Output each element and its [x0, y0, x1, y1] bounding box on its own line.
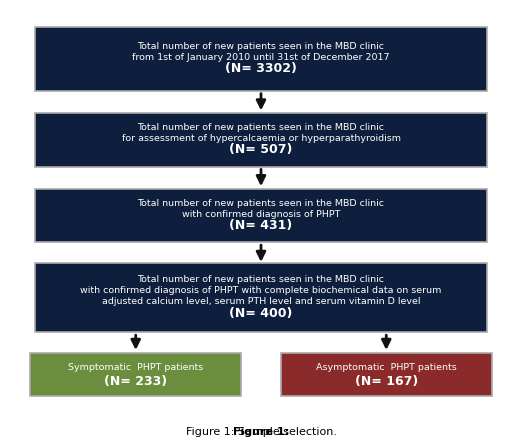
Text: (N= 400): (N= 400) — [229, 307, 293, 320]
FancyBboxPatch shape — [35, 189, 487, 242]
Text: with confirmed diagnosis of PHPT with complete biochemical data on serum: with confirmed diagnosis of PHPT with co… — [80, 287, 442, 295]
Text: Asymptomatic  PHPT patients: Asymptomatic PHPT patients — [316, 363, 457, 372]
FancyBboxPatch shape — [35, 113, 487, 166]
Text: (N= 431): (N= 431) — [229, 219, 293, 232]
FancyBboxPatch shape — [30, 353, 241, 396]
FancyBboxPatch shape — [35, 27, 487, 91]
Text: Total number of new patients seen in the MBD clinic: Total number of new patients seen in the… — [137, 275, 385, 284]
Text: Total number of new patients seen in the MBD clinic: Total number of new patients seen in the… — [137, 42, 385, 51]
Text: (N= 507): (N= 507) — [229, 143, 293, 156]
Text: (N= 3302): (N= 3302) — [225, 62, 297, 76]
Text: Symptomatic  PHPT patients: Symptomatic PHPT patients — [68, 363, 204, 372]
Text: from 1st of January 2010 until 31st of December 2017: from 1st of January 2010 until 31st of D… — [132, 53, 390, 62]
Text: adjusted calcium level, serum PTH level and serum vitamin D level: adjusted calcium level, serum PTH level … — [102, 297, 420, 307]
Text: Figure 1:: Figure 1: — [233, 427, 289, 437]
Text: Total number of new patients seen in the MBD clinic: Total number of new patients seen in the… — [137, 199, 385, 208]
Text: Figure 1: Sample selection.: Figure 1: Sample selection. — [185, 427, 337, 437]
FancyBboxPatch shape — [281, 353, 492, 396]
Text: (N= 167): (N= 167) — [354, 375, 418, 388]
Text: Total number of new patients seen in the MBD clinic: Total number of new patients seen in the… — [137, 123, 385, 132]
Text: (N= 233): (N= 233) — [104, 375, 167, 388]
Text: with confirmed diagnosis of PHPT: with confirmed diagnosis of PHPT — [182, 210, 340, 219]
FancyBboxPatch shape — [35, 263, 487, 332]
Text: for assessment of hypercalcaemia or hyperparathyroidism: for assessment of hypercalcaemia or hype… — [122, 134, 400, 143]
